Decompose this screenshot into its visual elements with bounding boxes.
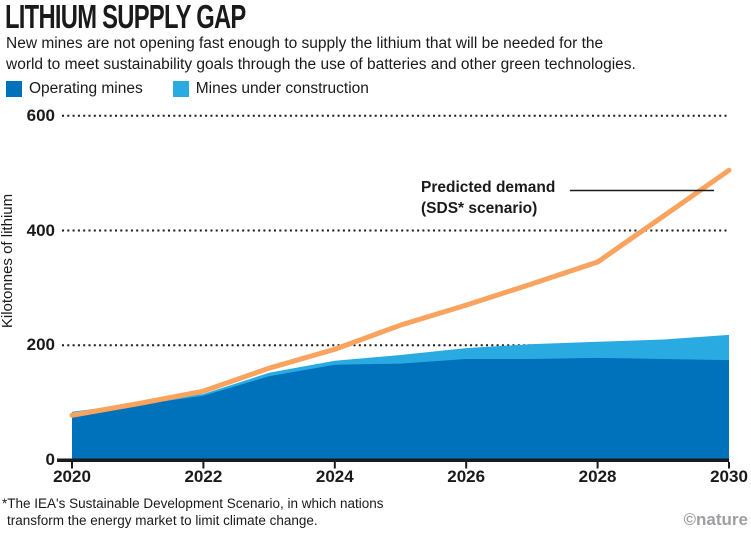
x-axis-line xyxy=(57,458,729,462)
y-axis-label: Kilotonnes of lithium xyxy=(0,193,16,329)
nature-credit: ©nature xyxy=(683,510,748,529)
legend: Operating mines Mines under construction xyxy=(6,80,369,98)
legend-swatch-operating-mines xyxy=(6,81,22,97)
legend-item-mines-under-construction: Mines under construction xyxy=(172,80,369,98)
x-tick-2020 xyxy=(71,462,73,469)
demand-annotation-line-1: Predicted demand xyxy=(421,179,556,196)
footnote-line-2: transform the energy market to limit cli… xyxy=(7,512,318,528)
area-operating-mines xyxy=(72,357,729,460)
subtitle-line-2: world to meet sustainability goals throu… xyxy=(6,56,636,73)
x-tick-label-2022: 2022 xyxy=(184,467,223,486)
x-tick-label-2024: 2024 xyxy=(315,467,354,486)
x-tick-label-2028: 2028 xyxy=(578,467,617,486)
x-tick-2024 xyxy=(333,462,336,469)
x-tick-label-2026: 2026 xyxy=(447,467,486,486)
x-tick-2030 xyxy=(728,462,730,469)
demand-annotation-line-2: (SDS* scenario) xyxy=(421,200,538,217)
x-tick-label-2020: 2020 xyxy=(53,467,91,486)
subtitle-line-1: New mines are not opening fast enough to… xyxy=(6,35,604,52)
legend-swatch-mines-under-construction xyxy=(172,81,189,97)
y-tick-label-400: 400 xyxy=(26,220,55,240)
chart-subtitle: New mines are not opening fast enough to… xyxy=(6,33,636,75)
x-tick-label-2030: 2030 xyxy=(710,467,748,486)
chart-title: LITHIUM SUPPLY GAP xyxy=(5,0,246,35)
predicted-demand-line xyxy=(69,167,732,418)
y-tick-label-200: 200 xyxy=(26,335,55,355)
legend-item-operating-mines: Operating mines xyxy=(6,80,143,98)
y-tick-label-600: 600 xyxy=(26,105,55,125)
x-tick-2026 xyxy=(465,462,468,469)
legend-label-operating-mines: Operating mines xyxy=(29,80,143,97)
x-tick-2022 xyxy=(202,462,205,469)
legend-label-mines-under-construction: Mines under construction xyxy=(195,80,369,97)
demand-annotation: Predicted demand (SDS* scenario) xyxy=(421,177,555,219)
footnote-line-1: *The IEA's Sustainable Development Scena… xyxy=(2,496,384,511)
footnote: *The IEA's Sustainable Development Scena… xyxy=(2,496,384,529)
y-tick-label-0: 0 xyxy=(45,450,55,469)
x-tick-2028 xyxy=(596,462,599,469)
